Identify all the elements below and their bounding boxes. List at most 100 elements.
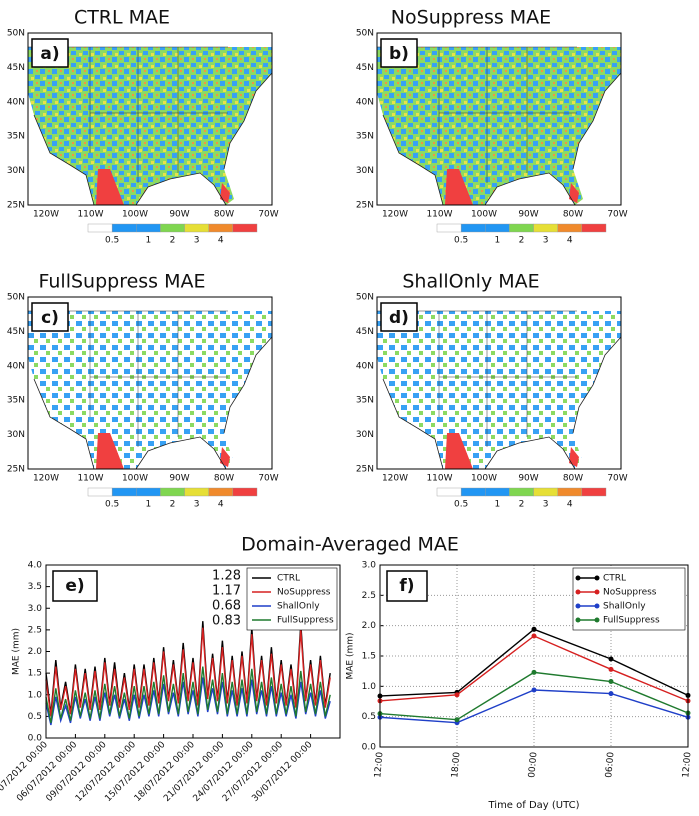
lat-tick-label: 30N — [7, 166, 25, 176]
colorbar-segment — [533, 223, 558, 233]
y-tick-label: 0.0 — [362, 743, 377, 753]
legend-marker — [575, 575, 581, 581]
series-mean: 1.17 — [212, 584, 241, 599]
legend-label: CTRL — [603, 574, 626, 584]
map-area: c) — [27, 296, 273, 470]
colorbar-segment — [436, 487, 462, 497]
lat-tick-label: 50N — [7, 29, 25, 39]
legend-label: FullSuppress — [603, 616, 660, 626]
lon-tick-label: 80W — [214, 474, 234, 484]
lon-tick-label: 70W — [607, 210, 627, 220]
map-field — [377, 47, 621, 205]
series-mean: 1.28 — [212, 569, 241, 584]
x-tick-label: 06:00 — [604, 751, 616, 778]
colorbar-segment — [111, 487, 137, 497]
map-borders — [28, 310, 228, 447]
legend-label: ShallOnly — [603, 602, 646, 612]
y-axis-title: MAE (mm) — [346, 632, 356, 679]
lon-tick-label: 110W — [77, 474, 103, 484]
lat-tick-label: 45N — [7, 327, 25, 337]
lon-tick-label: 80W — [563, 474, 583, 484]
colorbar-tick-label: 1 — [145, 500, 151, 510]
map-title: CTRL MAE — [74, 7, 170, 29]
lat-tick-label: 35N — [356, 132, 374, 142]
data-point — [454, 692, 460, 698]
colorbar-segment — [460, 223, 486, 233]
colorbar-tick-label: 0.5 — [105, 236, 119, 246]
lon-tick-label: 70W — [607, 474, 627, 484]
lat-tick-label: 30N — [7, 430, 25, 440]
panel-label: c) — [41, 308, 59, 328]
lat-tick-label: 40N — [7, 361, 25, 371]
colorbar-segment — [557, 223, 583, 233]
y-tick-label: 1.0 — [28, 690, 43, 700]
map-area: b) — [376, 32, 622, 206]
lon-tick-label: 100W — [471, 210, 497, 220]
colorbar-segment — [160, 223, 185, 233]
lat-tick-label: 30N — [356, 430, 374, 440]
data-point — [531, 687, 537, 693]
series-mean: 0.68 — [212, 599, 241, 614]
series-line — [45, 677, 331, 726]
lon-tick-label: 100W — [471, 474, 497, 484]
lon-tick-label: 110W — [426, 210, 452, 220]
lon-tick-label: 100W — [122, 210, 148, 220]
legend-marker — [594, 603, 600, 609]
lat-tick-label: 45N — [7, 63, 25, 73]
map-title: FullSuppress MAE — [38, 271, 205, 293]
colorbar-segment — [509, 487, 534, 497]
legend-label: ShallOnly — [277, 602, 320, 612]
y-tick-label: 0.5 — [362, 712, 376, 722]
colorbar-tick-label: 3 — [543, 236, 549, 246]
data-point — [608, 691, 614, 697]
y-tick-label: 1.5 — [362, 652, 376, 662]
y-tick-label: 2.0 — [28, 647, 43, 657]
colorbar-segment — [208, 487, 234, 497]
colorbar-tick-label: 3 — [194, 500, 200, 510]
map-frame — [376, 296, 622, 470]
data-point — [454, 717, 460, 723]
data-point — [531, 633, 537, 639]
map-coast — [382, 72, 622, 206]
y-tick-label: 0.5 — [28, 712, 42, 722]
y-tick-label: 2.5 — [28, 625, 42, 635]
map-borders — [377, 310, 577, 447]
lon-tick-label: 70W — [258, 474, 278, 484]
x-axis-title: Time of Day (UTC) — [487, 800, 579, 811]
panel-label-box — [380, 38, 418, 68]
data-point — [608, 666, 614, 672]
legend-marker — [594, 589, 600, 595]
series-mean: 0.83 — [212, 614, 241, 629]
y-tick-label: 0.0 — [28, 734, 43, 744]
colorbar-tick-label: 4 — [567, 500, 573, 510]
colorbar-segment — [111, 223, 137, 233]
panel-label-box — [31, 38, 69, 68]
colorbar-tick-label: 3 — [194, 236, 200, 246]
panel-label: d) — [389, 308, 409, 328]
lat-tick-label: 50N — [356, 29, 374, 39]
colorbar-tick-label: 0.5 — [454, 236, 468, 246]
map-hotspot — [445, 169, 473, 205]
map-hotspot — [569, 447, 579, 467]
legend-marker — [575, 617, 581, 623]
map-field — [377, 311, 621, 469]
panel-label: a) — [40, 44, 59, 64]
lon-tick-label: 90W — [169, 210, 189, 220]
series-line — [45, 627, 331, 717]
y-tick-label: 3.0 — [28, 604, 43, 614]
map-hotspot — [220, 183, 230, 203]
colorbar-segment — [87, 487, 113, 497]
y-tick-label: 3.5 — [28, 582, 42, 592]
map-coast — [33, 72, 273, 206]
data-point — [531, 626, 537, 632]
lon-tick-label: 80W — [214, 210, 234, 220]
panel-label: e) — [65, 576, 84, 596]
colorbar-segment — [460, 487, 486, 497]
lat-tick-label: 25N — [356, 465, 374, 475]
colorbar-tick-label: 4 — [218, 500, 224, 510]
lon-tick-label: 80W — [563, 210, 583, 220]
lat-tick-label: 25N — [7, 201, 25, 211]
colorbar-tick-label: 0.5 — [105, 500, 119, 510]
lat-tick-label: 35N — [7, 132, 25, 142]
